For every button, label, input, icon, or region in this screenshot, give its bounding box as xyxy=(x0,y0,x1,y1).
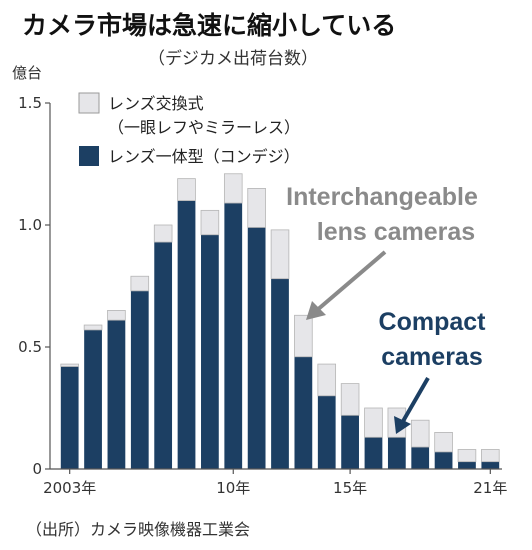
annotation-compact-arrowhead xyxy=(394,416,411,434)
bar-compact xyxy=(224,203,243,470)
bar-compact xyxy=(271,278,289,469)
bar-interchangeable xyxy=(107,309,126,321)
bar-interchangeable xyxy=(340,383,360,416)
bar-compact xyxy=(60,366,79,469)
x-tick-label: 2003年 xyxy=(43,479,96,497)
bar-compact xyxy=(177,200,196,469)
legend-label-interchangeable-line1: レンズ交換式 xyxy=(108,94,204,113)
bar-compact xyxy=(247,227,266,469)
x-axis: 2003年 10年 15年 21年 xyxy=(43,468,507,497)
annotation-interchangeable-line2: lens cameras xyxy=(317,218,475,246)
bar-compact xyxy=(411,447,430,469)
annotation-interchangeable-arrowhead xyxy=(306,301,326,320)
chart-subtitle: （デジカメ出荷台数） xyxy=(148,49,318,69)
bar-interchangeable xyxy=(153,224,173,243)
bar-interchangeable xyxy=(130,275,150,292)
bar-interchangeable xyxy=(294,314,313,358)
bar-compact xyxy=(364,437,383,469)
bar-interchangeable xyxy=(177,178,196,201)
annotation-compact-arrow xyxy=(400,376,430,425)
annotation-interchangeable-arrow xyxy=(314,250,387,313)
bar-interchangeable xyxy=(410,419,430,448)
legend-label-interchangeable-line2: （一眼レフやミラーレス） xyxy=(108,118,300,137)
bar-compact xyxy=(107,320,126,469)
annotations: Interchangeable lens cameras Compact cam… xyxy=(286,183,486,434)
y-axis: 0 0.5 1.0 1.5 xyxy=(18,94,51,478)
annotation-interchangeable-line1: Interchangeable xyxy=(286,183,478,211)
annotation-compact-line2: cameras xyxy=(381,343,482,371)
bar-interchangeable xyxy=(434,431,453,453)
bar-compact xyxy=(201,234,219,469)
x-tick-label: 15年 xyxy=(333,479,367,497)
y-tick-label: 0 xyxy=(32,460,42,478)
bar-compact xyxy=(458,461,476,469)
bar-interchangeable xyxy=(247,187,266,228)
bar-compact xyxy=(130,290,149,469)
bar-compact xyxy=(387,437,406,469)
bar-interchangeable xyxy=(364,407,383,438)
bar-interchangeable xyxy=(481,449,500,463)
bar-compact xyxy=(317,395,336,469)
chart-title: カメラ市場は急速に縮小している xyxy=(22,11,397,40)
legend-swatch-compact xyxy=(79,146,99,166)
y-axis-unit-label: 億台 xyxy=(12,64,43,82)
bar-compact xyxy=(84,329,102,469)
x-tick-label: 21年 xyxy=(473,479,507,497)
bar-interchangeable xyxy=(60,363,79,367)
legend: レンズ交換式 （一眼レフやミラーレス） レンズ一体型（コンデジ） xyxy=(78,92,300,166)
annotation-compact-line1: Compact xyxy=(379,308,487,336)
bar-interchangeable xyxy=(317,363,337,397)
bar-compact xyxy=(481,461,500,469)
bar-interchangeable xyxy=(200,209,220,236)
bar-compact xyxy=(434,451,453,469)
legend-swatch-interchangeable xyxy=(78,92,100,114)
bar-interchangeable xyxy=(457,449,477,463)
bar-interchangeable xyxy=(83,324,103,331)
x-tick-label: 10年 xyxy=(216,479,250,497)
bar-compact xyxy=(341,415,359,469)
bar-compact xyxy=(154,242,173,469)
y-tick-label: 1.0 xyxy=(18,216,42,234)
source-note: （出所）カメラ映像機器工業会 xyxy=(26,520,251,539)
bar-interchangeable xyxy=(223,173,243,204)
legend-label-compact: レンズ一体型（コンデジ） xyxy=(108,147,300,166)
y-tick-label: 0.5 xyxy=(18,338,42,356)
y-tick-label: 1.5 xyxy=(18,94,42,112)
bar-interchangeable xyxy=(270,229,290,280)
bar-compact xyxy=(294,356,313,469)
